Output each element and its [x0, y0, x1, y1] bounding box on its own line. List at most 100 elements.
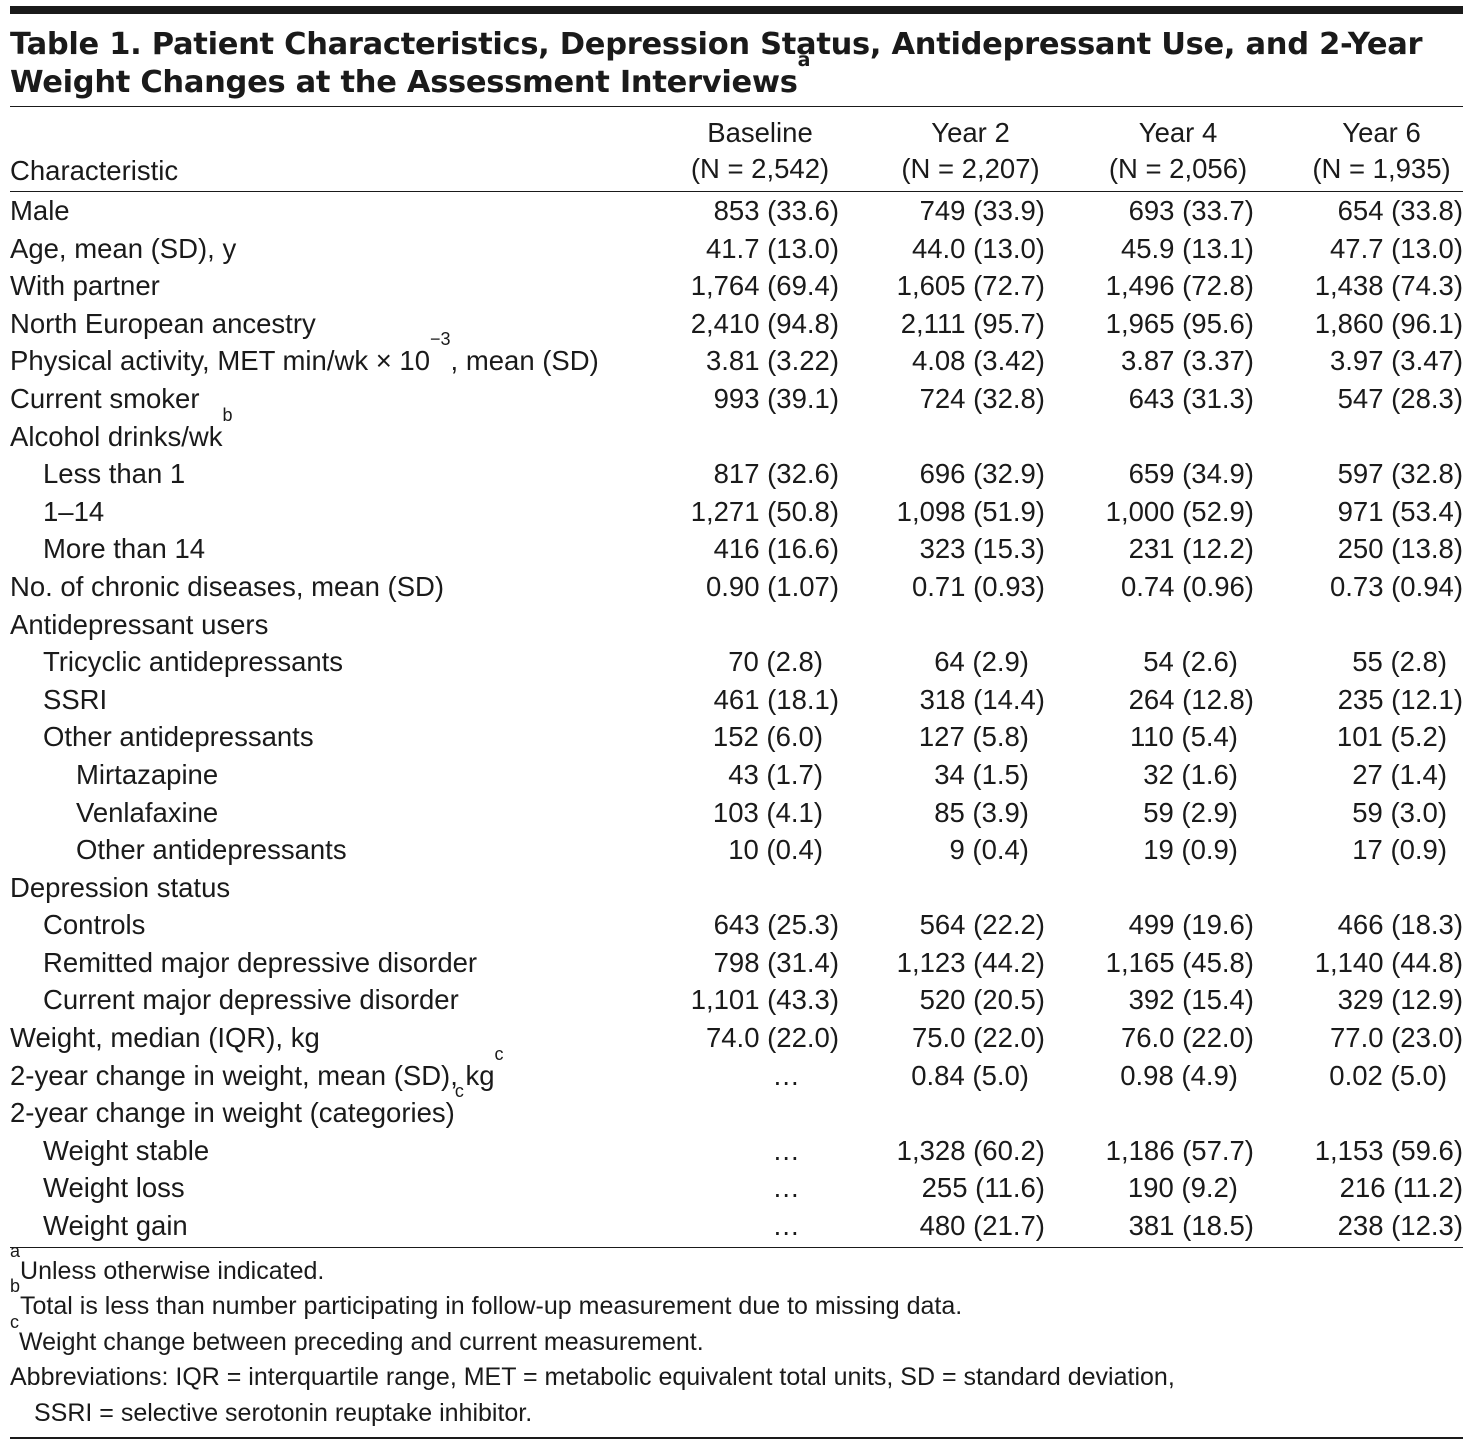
cell-value: 0.84 (5.0): [911, 1059, 1029, 1091]
cell-value: 44.0 (13.0): [911, 232, 1045, 264]
table-row: Other antidepressants 152 (6.0) 127 (5.8) 1…: [10, 718, 1463, 756]
cell-value: 520 (20.5): [919, 984, 1045, 1016]
row-label: Mirtazapine: [10, 756, 673, 794]
cell-value: 1,965 (95.6): [1105, 307, 1254, 339]
abbreviations-line1: Abbreviations: IQR = interquartile range…: [10, 1363, 1175, 1392]
title-footnote-marker: a: [797, 49, 811, 71]
cell-value: 0.90 (1.07): [705, 570, 839, 602]
cell-value: 3.81 (3.22): [705, 345, 839, 377]
table-cell: 1,165 (45.8): [1045, 944, 1254, 982]
row-label: 1–14: [10, 493, 673, 531]
table-cell: 1,328 (60.2): [839, 1132, 1045, 1170]
table-cell: 64 (2.9): [839, 643, 1045, 681]
cell-value: 971 (53.4): [1337, 495, 1463, 527]
table-cell: [673, 418, 839, 456]
cell-value: 1,165 (45.8): [1105, 946, 1254, 978]
cell-value: 45.9 (13.1): [1120, 232, 1254, 264]
table-cell: 1,000 (52.9): [1045, 493, 1254, 531]
row-label: Venlafaxine: [10, 794, 673, 832]
table-cell: 17 (0.9): [1254, 831, 1463, 869]
header-name: Year 6: [1342, 117, 1421, 148]
table-cell: [1254, 1094, 1463, 1132]
table-row: 2-year change in weight (categories)c: [10, 1082, 1463, 1132]
column-header-year6: Year 6 (N = 1,935): [1300, 115, 1463, 187]
cell-value: 127 (5.8): [918, 721, 1029, 753]
cell-value: 47.7 (13.0): [1329, 232, 1463, 264]
table-cell: 264 (12.8): [1045, 681, 1254, 719]
table-row: Depression status: [10, 869, 1463, 907]
row-label-text: 2-year change in weight, mean (SD), kg: [10, 1059, 495, 1091]
cell-value: 724 (32.8): [919, 382, 1045, 414]
cell-value: 0.71 (0.93): [911, 570, 1045, 602]
table-cell: [839, 418, 1045, 456]
table-cell: 1,496 (72.8): [1045, 267, 1254, 305]
table-cell: 1,098 (51.9): [839, 493, 1045, 531]
table-cell: [673, 1094, 839, 1132]
row-label: Remitted major depressive disorder: [10, 944, 673, 982]
row-label-text: Weight gain: [43, 1210, 188, 1242]
cell-value: 1,153 (59.6): [1314, 1134, 1463, 1166]
cell-value: 255 (11.6): [921, 1172, 1045, 1204]
header-n: (N = 2,207): [901, 153, 1040, 184]
row-label: Controls: [10, 906, 673, 944]
table-cell: 597 (32.8): [1254, 455, 1463, 493]
table-row: Male 853 (33.6) 749 (33.9) 693 (33.7) 654 (3…: [10, 192, 1463, 230]
cell-value: 329 (12.9): [1337, 984, 1463, 1016]
table-cell: 0.02 (5.0): [1254, 1057, 1463, 1095]
cell-value: 235 (12.1): [1337, 683, 1463, 715]
table-cell: 416 (16.6): [673, 530, 839, 568]
table-cell: 853 (33.6): [673, 192, 839, 230]
cell-value: 4.08 (3.42): [911, 345, 1045, 377]
row-label-text: Other antidepressants: [43, 721, 314, 753]
table-cell: 547 (28.3): [1254, 380, 1463, 418]
top-rule: [10, 6, 1463, 14]
table-cell: 0.90 (1.07): [673, 568, 839, 606]
cell-value: 9 (0.4): [949, 834, 1029, 866]
cell-value: 318 (14.4): [919, 683, 1045, 715]
table-cell: …: [673, 1169, 839, 1207]
cell-value: 190 (9.2): [1127, 1172, 1238, 1204]
row-label-text: 1–14: [43, 495, 105, 527]
row-label-text: Less than 1: [43, 458, 186, 490]
table-row: 2-year change in weight, mean (SD), kgc ……: [10, 1045, 1463, 1095]
footnote-b: bTotal is less than number participating…: [10, 1277, 1463, 1325]
table-cell: …: [673, 1207, 839, 1245]
table-row: 1–14 1,271 (50.8) 1,098 (51.9) 1,000 (52.9)…: [10, 493, 1463, 531]
table-row: Mirtazapine 43 (1.7) 34 (1.5) 32 (1.6) 27 (1…: [10, 756, 1463, 794]
row-label: Other antidepressants: [10, 718, 673, 756]
table-cell: 85 (3.9): [839, 794, 1045, 832]
cell-value: 1,271 (50.8): [690, 495, 839, 527]
cell-value: 238 (12.3): [1337, 1210, 1463, 1242]
cell-value: 853 (33.6): [713, 195, 839, 226]
row-label-text: No. of chronic diseases, mean (SD): [10, 570, 445, 602]
header-name: Year 4: [1138, 117, 1218, 148]
row-label-text: Remitted major depressive disorder: [43, 946, 478, 978]
table-cell: 235 (12.1): [1254, 681, 1463, 719]
cell-value: 2,410 (94.8): [690, 307, 839, 339]
table-cell: 564 (22.2): [839, 906, 1045, 944]
table-cell: 643 (25.3): [673, 906, 839, 944]
cell-value: 993 (39.1): [713, 382, 839, 414]
table-cell: [839, 869, 1045, 907]
row-label: Tricyclic antidepressants: [10, 643, 673, 681]
cell-value: …: [772, 1172, 800, 1204]
table-cell: 2,410 (94.8): [673, 305, 839, 343]
cell-value: 59 (3.0): [1352, 796, 1447, 828]
table-cell: 59 (3.0): [1254, 794, 1463, 832]
title-rule: [10, 106, 1463, 107]
cell-value: 55 (2.8): [1352, 646, 1447, 678]
cell-value: 659 (34.9): [1128, 458, 1254, 490]
table-cell: 1,271 (50.8): [673, 493, 839, 531]
row-label: Male: [10, 192, 673, 230]
table-figure: Table 1. Patient Characteristics, Depres…: [10, 6, 1463, 1440]
cell-value: 10 (0.4): [728, 834, 823, 866]
footnote-text: Weight change between preceding and curr…: [19, 1327, 704, 1356]
cell-value: 817 (32.6): [713, 458, 839, 490]
table-cell: 216 (11.2): [1254, 1169, 1463, 1207]
table-cell: 103 (4.1): [673, 794, 839, 832]
table-cell: 654 (33.8): [1254, 192, 1463, 230]
table-cell: 392 (15.4): [1045, 981, 1254, 1019]
abbreviations-line2: SSRI = selective serotonin reuptake inhi…: [34, 1398, 533, 1427]
cell-value: 17 (0.9): [1352, 834, 1447, 866]
row-label-superscript: −3: [430, 329, 451, 350]
